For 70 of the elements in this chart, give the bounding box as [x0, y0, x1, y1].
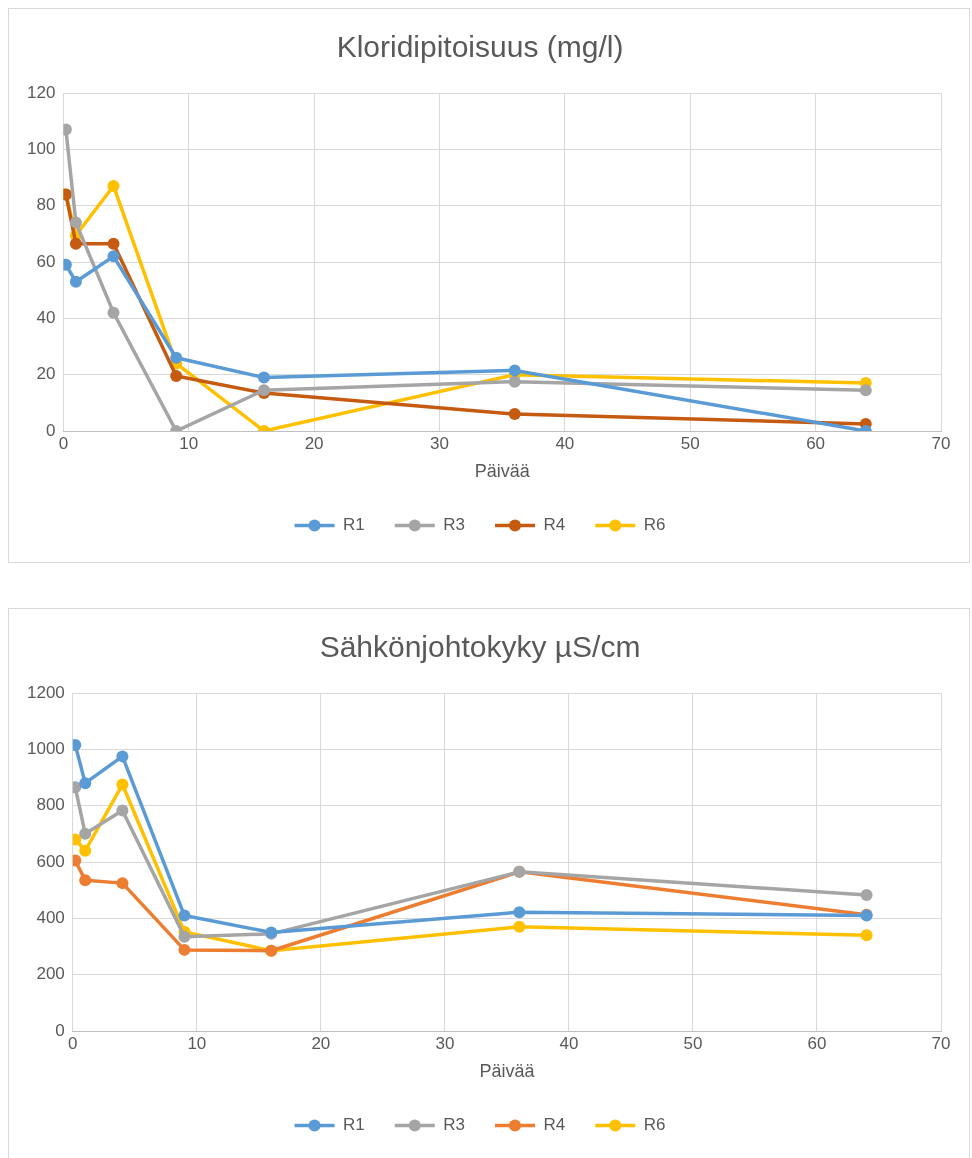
point [508, 408, 521, 421]
point [79, 777, 92, 790]
point [79, 874, 92, 887]
point [107, 237, 120, 250]
x-tick-label: 10 [179, 433, 199, 453]
legend-label: R3 [443, 515, 465, 535]
point [79, 827, 92, 840]
point [107, 306, 120, 319]
x-tick-label: 40 [555, 433, 575, 453]
y-tick-label: 400 [36, 908, 65, 928]
point [116, 877, 129, 890]
point [178, 930, 191, 943]
x-tick-label: 10 [187, 1033, 207, 1053]
legend-label: R3 [443, 1115, 465, 1135]
x-tick-label: 30 [430, 433, 449, 453]
point [170, 370, 183, 383]
x-tick-label: 60 [806, 433, 826, 453]
point [170, 351, 183, 364]
point [178, 909, 191, 922]
legend-label: R6 [643, 515, 666, 535]
x-axis-title: Päivää [479, 1061, 536, 1082]
point [860, 888, 873, 901]
point [508, 364, 521, 377]
point [116, 750, 129, 763]
legend-label: R4 [543, 515, 566, 535]
x-axis-title: Päivää [474, 461, 531, 482]
y-tick-label: 200 [36, 964, 65, 984]
y-tick-label: 0 [55, 1020, 65, 1040]
chart-title: Sähkönjohtokyky µS/cm [319, 630, 641, 664]
x-tick-label: 50 [683, 1033, 703, 1053]
y-tick-label: 60 [36, 251, 56, 271]
y-tick-label: 100 [26, 139, 56, 159]
point [69, 237, 82, 250]
point [69, 216, 82, 229]
x-tick-label: 0 [68, 1033, 78, 1053]
y-tick-label: 80 [36, 195, 56, 215]
point [79, 844, 92, 857]
x-tick-label: 60 [807, 1033, 827, 1053]
legend-label: R4 [543, 1115, 566, 1135]
point [178, 943, 191, 956]
x-tick-label: 70 [931, 433, 951, 453]
x-tick-label: 70 [931, 1033, 951, 1053]
y-tick-label: 0 [45, 420, 56, 440]
y-tick-label: 120 [26, 82, 56, 102]
y-tick-label: 1000 [26, 739, 65, 759]
y-tick-label: 1200 [26, 682, 65, 702]
legend-label: R1 [343, 1115, 365, 1135]
y-tick-label: 600 [36, 851, 65, 871]
point [508, 375, 521, 388]
point [257, 371, 270, 384]
legend-label: R1 [343, 515, 365, 535]
point [513, 906, 526, 919]
point [860, 929, 873, 942]
x-tick-label: 40 [559, 1033, 579, 1053]
y-tick-label: 20 [36, 364, 56, 384]
point [107, 250, 120, 263]
point [859, 384, 872, 397]
chart-title: Kloridipitoisuus (mg/l) [336, 30, 624, 64]
legend-label: R6 [643, 1115, 666, 1135]
point [69, 275, 82, 288]
x-tick-label: 20 [304, 433, 324, 453]
x-tick-label: 30 [435, 1033, 455, 1053]
point [513, 920, 526, 933]
point [107, 179, 120, 192]
point [116, 804, 129, 817]
y-tick-label: 800 [36, 795, 65, 815]
y-tick-label: 40 [36, 308, 56, 328]
x-tick-label: 20 [311, 1033, 331, 1053]
point [116, 778, 129, 791]
x-tick-label: 50 [680, 433, 700, 453]
